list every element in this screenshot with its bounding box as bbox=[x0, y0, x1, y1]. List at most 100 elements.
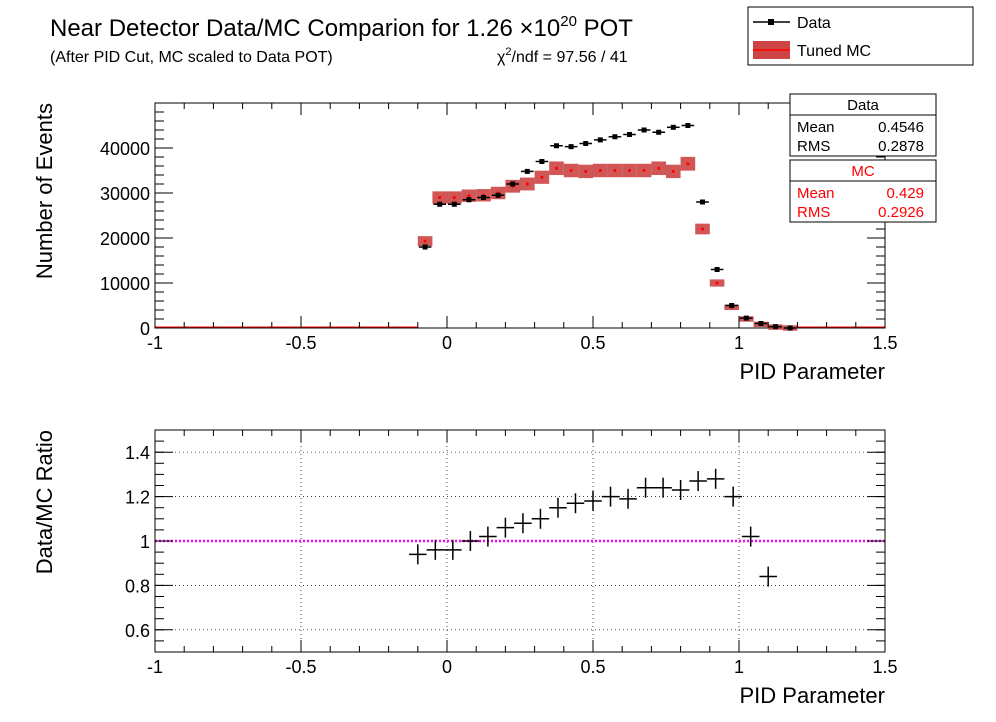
data-point bbox=[437, 201, 443, 207]
data-point bbox=[670, 124, 676, 130]
data-point bbox=[627, 132, 632, 137]
stats-data-box: Data Mean 0.4546 RMS 0.2878 bbox=[789, 93, 937, 157]
data-point bbox=[714, 267, 720, 272]
mc-point bbox=[671, 169, 675, 173]
mc-point bbox=[584, 169, 588, 173]
bottom-x-tick-label: 0.5 bbox=[580, 657, 605, 677]
stats-mc-title: MC bbox=[851, 163, 874, 180]
data-point bbox=[422, 244, 428, 250]
data-point bbox=[510, 181, 516, 187]
top-y-axis: 0 10000 20000 30000 40000 bbox=[100, 102, 885, 339]
data-point bbox=[758, 321, 764, 326]
mc-point bbox=[628, 169, 631, 172]
mc-point bbox=[613, 169, 617, 172]
top-y-tick-label: 30000 bbox=[100, 184, 150, 204]
bottom-y-tick-label: 0.6 bbox=[125, 621, 150, 641]
title-exponent: 20 bbox=[560, 13, 577, 30]
bottom-panel: -1 -0.5 0 0.5 1 1.5 0.6 0.8 1 1.2 1.4 PID Paramet… bbox=[32, 429, 898, 708]
mc-point bbox=[467, 194, 471, 198]
stats-data-rms-value: 0.2878 bbox=[878, 138, 924, 155]
legend-mc-label: Tuned MC bbox=[797, 43, 871, 60]
chi2-superscript: 2 bbox=[505, 46, 511, 58]
bottom-x-tick-label: -0.5 bbox=[285, 657, 316, 677]
ratio-points bbox=[409, 468, 777, 587]
top-frame bbox=[154, 102, 886, 329]
data-point bbox=[466, 197, 472, 203]
mc-point bbox=[540, 175, 544, 179]
mc-point bbox=[657, 166, 661, 170]
data-point bbox=[729, 303, 735, 308]
stats-data-title: Data bbox=[847, 97, 879, 114]
data-point bbox=[700, 199, 705, 205]
stats-data-frame bbox=[789, 93, 937, 157]
data-point bbox=[451, 201, 457, 207]
mc-point bbox=[423, 239, 427, 243]
top-x-tick-label: 0.5 bbox=[580, 333, 605, 353]
data-point bbox=[524, 168, 530, 174]
data-points bbox=[418, 123, 797, 331]
top-x-tick-label: -0.5 bbox=[285, 333, 316, 353]
legend-data-label: Data bbox=[797, 15, 831, 32]
bottom-y-axis: 0.6 0.8 1 1.2 1.4 bbox=[125, 429, 885, 653]
mc-point bbox=[642, 169, 646, 172]
title-tail: POT bbox=[577, 15, 633, 42]
bottom-y-tick-label: 0.8 bbox=[125, 576, 150, 596]
data-point bbox=[539, 159, 545, 164]
data-point bbox=[597, 137, 603, 143]
bottom-x-tick-label: 1.5 bbox=[872, 657, 897, 677]
top-y-tick-label: 40000 bbox=[100, 139, 150, 159]
stats-data-mean-value: 0.4546 bbox=[878, 119, 924, 136]
stats-data-rms-label: RMS bbox=[797, 138, 830, 155]
mc-point bbox=[715, 281, 719, 285]
bottom-y-tick-label: 1 bbox=[140, 532, 150, 552]
bottom-x-axis: -1 -0.5 0 0.5 1 1.5 bbox=[147, 430, 898, 677]
top-x-tick-label: -1 bbox=[147, 333, 163, 353]
data-point bbox=[656, 129, 662, 135]
data-point bbox=[773, 324, 778, 330]
mc-point bbox=[438, 196, 442, 199]
top-y-axis-label: Number of Events bbox=[32, 103, 57, 279]
bottom-x-tick-label: 1 bbox=[734, 657, 744, 677]
bottom-x-tick-label: 0 bbox=[442, 657, 452, 677]
data-point bbox=[685, 123, 691, 128]
stats-mc-box: MC Mean 0.429 RMS 0.2926 bbox=[789, 159, 937, 223]
data-point bbox=[787, 325, 793, 331]
data-point bbox=[612, 134, 618, 140]
stats-mc-frame bbox=[789, 159, 937, 223]
data-point bbox=[481, 195, 486, 200]
subtitle: (After PID Cut, MC scaled to Data POT) bbox=[50, 49, 333, 66]
bottom-y-axis-label: Data/MC Ratio bbox=[32, 430, 57, 574]
top-y-tick-label: 10000 bbox=[100, 274, 150, 294]
legend: Data Tuned MC bbox=[747, 6, 974, 66]
data-point bbox=[554, 143, 559, 149]
legend-data-marker bbox=[768, 19, 774, 25]
data-point bbox=[495, 192, 501, 198]
bottom-y-tick-label: 1.4 bbox=[125, 443, 150, 463]
mc-point bbox=[452, 196, 456, 199]
chi2-value: /ndf = 97.56 / 41 bbox=[512, 49, 628, 66]
stats-mc-mean-value: 0.429 bbox=[886, 185, 924, 202]
bottom-x-tick-label: -1 bbox=[147, 657, 163, 677]
title-main: Near Detector Data/MC Comparion for 1.26… bbox=[50, 15, 560, 42]
top-x-tick-label: 1.5 bbox=[872, 333, 897, 353]
mc-point bbox=[686, 162, 690, 166]
top-x-axis: -1 -0.5 0 0.5 1 1.5 bbox=[147, 103, 898, 353]
stats-data-mean-label: Mean bbox=[797, 119, 835, 136]
title: Near Detector Data/MC Comparion for 1.26… bbox=[50, 13, 633, 42]
data-point bbox=[583, 141, 589, 146]
top-x-tick-label: 0 bbox=[442, 333, 452, 353]
bottom-x-axis-label: PID Parameter bbox=[740, 683, 886, 708]
top-panel: -1 -0.5 0 0.5 1 1.5 0 10000 20000 30000 40000 PID… bbox=[32, 102, 898, 384]
mc-point bbox=[598, 169, 602, 172]
mc-point bbox=[701, 227, 704, 231]
chi2-label: χ2/ndf = 97.56 / 41 bbox=[497, 46, 628, 66]
top-y-tick-label: 20000 bbox=[100, 229, 150, 249]
mc-point bbox=[569, 169, 573, 172]
stats-mc-rms-value: 0.2926 bbox=[878, 204, 924, 221]
bottom-y-tick-label: 1.2 bbox=[125, 488, 150, 508]
mc-point bbox=[525, 182, 529, 186]
stats-mc-rms-label: RMS bbox=[797, 204, 830, 221]
top-x-tick-label: 1 bbox=[734, 333, 744, 353]
